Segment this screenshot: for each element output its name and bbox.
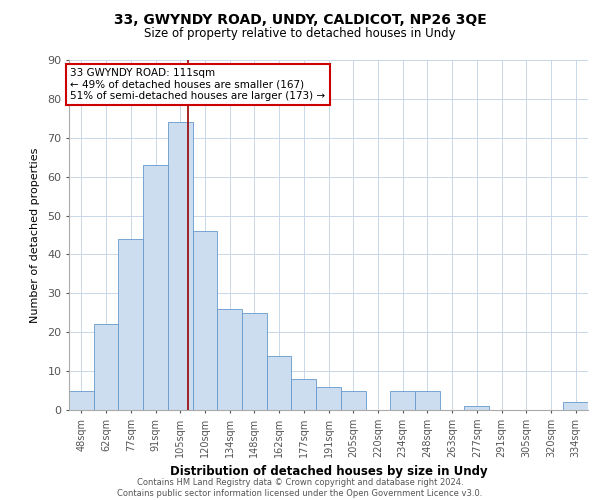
Bar <box>415 390 440 410</box>
Text: Contains HM Land Registry data © Crown copyright and database right 2024.
Contai: Contains HM Land Registry data © Crown c… <box>118 478 482 498</box>
Bar <box>242 313 267 410</box>
X-axis label: Distribution of detached houses by size in Undy: Distribution of detached houses by size … <box>170 466 487 478</box>
Bar <box>168 122 193 410</box>
Bar <box>390 390 415 410</box>
Bar <box>69 390 94 410</box>
Bar <box>563 402 588 410</box>
Bar <box>217 309 242 410</box>
Text: 33, GWYNDY ROAD, UNDY, CALDICOT, NP26 3QE: 33, GWYNDY ROAD, UNDY, CALDICOT, NP26 3Q… <box>113 12 487 26</box>
Text: 33 GWYNDY ROAD: 111sqm
← 49% of detached houses are smaller (167)
51% of semi-de: 33 GWYNDY ROAD: 111sqm ← 49% of detached… <box>70 68 325 101</box>
Bar <box>316 386 341 410</box>
Bar <box>267 356 292 410</box>
Bar <box>143 165 168 410</box>
Bar <box>118 239 143 410</box>
Bar <box>193 231 217 410</box>
Bar <box>464 406 489 410</box>
Bar <box>292 379 316 410</box>
Text: Size of property relative to detached houses in Undy: Size of property relative to detached ho… <box>144 28 456 40</box>
Bar <box>94 324 118 410</box>
Y-axis label: Number of detached properties: Number of detached properties <box>30 148 40 322</box>
Bar <box>341 390 365 410</box>
